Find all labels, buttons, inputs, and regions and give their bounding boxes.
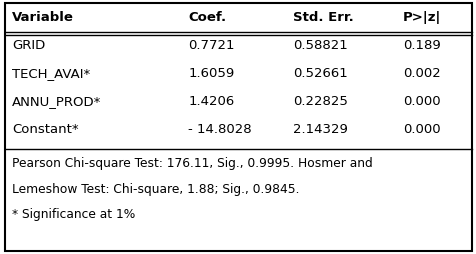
- Text: Lemeshow Test: Chi-square, 1.88; Sig., 0.9845.: Lemeshow Test: Chi-square, 1.88; Sig., 0…: [12, 183, 299, 196]
- Text: Coef.: Coef.: [188, 11, 226, 24]
- Text: 0.22825: 0.22825: [293, 95, 347, 108]
- Text: Std. Err.: Std. Err.: [293, 11, 353, 24]
- Text: 1.6059: 1.6059: [188, 67, 234, 80]
- Text: ANNU_PROD*: ANNU_PROD*: [12, 95, 101, 108]
- Text: 1.4206: 1.4206: [188, 95, 234, 108]
- Text: 0.52661: 0.52661: [293, 67, 347, 80]
- Text: P>|z|: P>|z|: [402, 11, 440, 24]
- Text: - 14.8028: - 14.8028: [188, 123, 251, 136]
- Text: 2.14329: 2.14329: [293, 123, 347, 136]
- Text: 0.58821: 0.58821: [293, 39, 347, 52]
- Text: Pearson Chi-square Test: 176.11, Sig., 0.9995. Hosmer and: Pearson Chi-square Test: 176.11, Sig., 0…: [12, 157, 372, 170]
- Text: 0.7721: 0.7721: [188, 39, 234, 52]
- Text: 0.002: 0.002: [402, 67, 440, 80]
- Text: Constant*: Constant*: [12, 123, 79, 136]
- Text: TECH_AVAI*: TECH_AVAI*: [12, 67, 90, 80]
- Text: 0.000: 0.000: [402, 123, 440, 136]
- Text: 0.189: 0.189: [402, 39, 440, 52]
- Text: Variable: Variable: [12, 11, 74, 24]
- Text: 0.000: 0.000: [402, 95, 440, 108]
- Text: * Significance at 1%: * Significance at 1%: [12, 208, 135, 221]
- Text: GRID: GRID: [12, 39, 45, 52]
